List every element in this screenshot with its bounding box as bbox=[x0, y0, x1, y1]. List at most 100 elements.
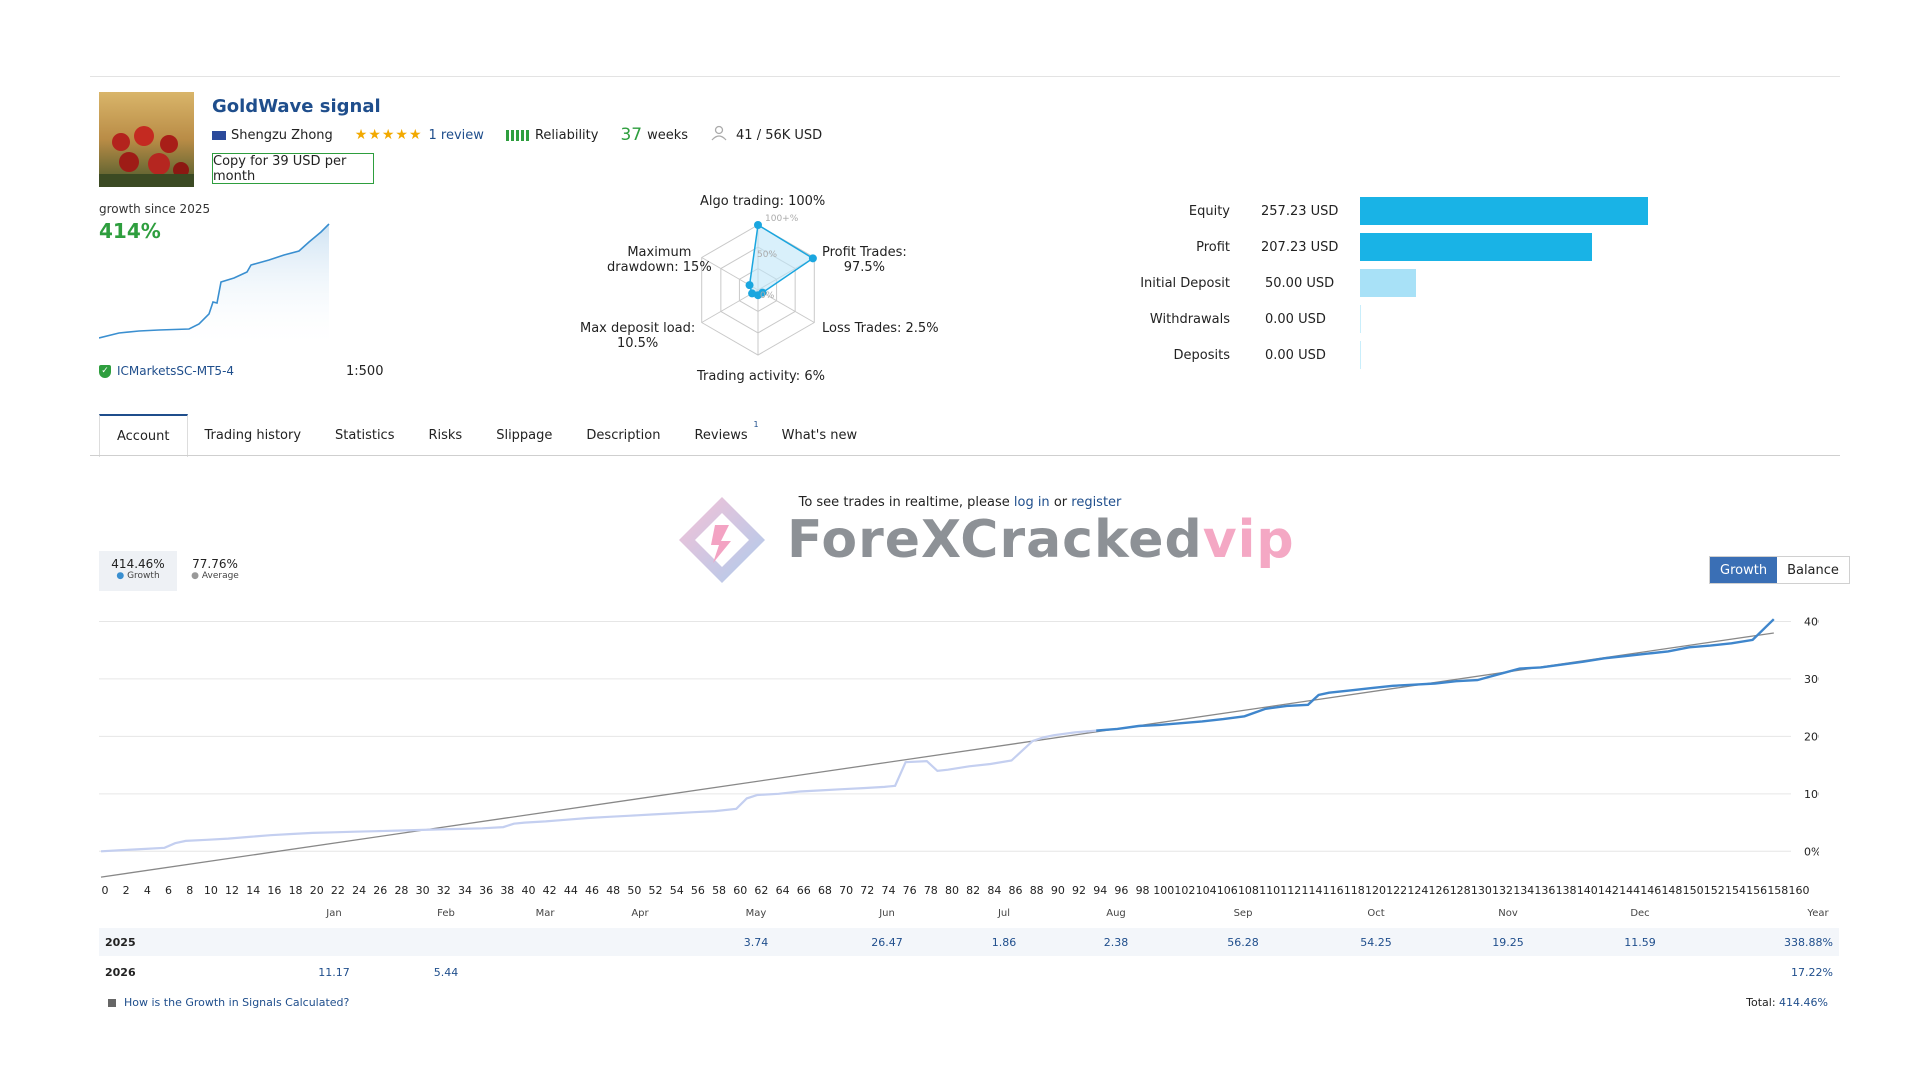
reviews-link[interactable]: 1 review bbox=[428, 127, 484, 143]
tab-slippage[interactable]: Slippage bbox=[496, 427, 553, 443]
x-tick-label: 64 bbox=[775, 884, 790, 897]
month-label: Sep bbox=[1233, 908, 1253, 919]
x-tick-label: 140 bbox=[1576, 884, 1598, 897]
x-tick-label: 68 bbox=[817, 884, 832, 897]
broker-server[interactable]: ✓ ICMarketsSC-MT5-4 bbox=[99, 364, 234, 378]
x-tick-label: 90 bbox=[1050, 884, 1065, 897]
uk-flag-icon bbox=[212, 130, 226, 140]
tab-description[interactable]: Description bbox=[586, 427, 661, 443]
balance-toggle-button[interactable]: Balance bbox=[1787, 562, 1839, 578]
radar-point-drawdown bbox=[745, 281, 754, 290]
x-tick-label: 34 bbox=[457, 884, 472, 897]
author-name[interactable]: Shengzu Zhong bbox=[231, 127, 333, 143]
growth-chart: 400% 300% 200% 100% 0% bbox=[99, 615, 1819, 878]
x-tick-label: 148 bbox=[1661, 884, 1683, 897]
x-tick-label: 40 bbox=[521, 884, 536, 897]
x-tick-label: 132 bbox=[1492, 884, 1514, 897]
x-tick-label: 152 bbox=[1703, 884, 1725, 897]
x-tick-label: 80 bbox=[945, 884, 959, 897]
rating-stars-icon: ★★★★★ bbox=[354, 127, 423, 143]
x-tick-label: 158 bbox=[1767, 884, 1789, 897]
x-tick-label: 100 bbox=[1153, 884, 1175, 897]
x-tick-label: 60 bbox=[733, 884, 748, 897]
x-tick-label: 20 bbox=[309, 884, 324, 897]
stat-bar bbox=[1360, 233, 1593, 261]
tab-risks[interactable]: Risks bbox=[428, 427, 463, 443]
copy-signal-button[interactable]: Copy for 39 USD per month bbox=[212, 153, 374, 184]
x-tick-label: 108 bbox=[1237, 884, 1259, 897]
stat-value: 0.00 USD bbox=[1265, 348, 1326, 363]
tab-reviews[interactable]: Reviews 1 bbox=[677, 414, 764, 456]
total-value: 414.46% bbox=[1779, 996, 1828, 1009]
signal-avatar[interactable] bbox=[99, 92, 194, 187]
reliability-label: Reliability bbox=[534, 127, 599, 143]
growth-calc-link-text[interactable]: How is the Growth in Signals Calculated? bbox=[124, 996, 350, 1009]
x-tick-label: 114 bbox=[1301, 884, 1323, 897]
radar-area bbox=[748, 223, 815, 297]
legend-growth[interactable]: 414.46% ● Growth bbox=[99, 551, 177, 591]
watermark: ForeXCrackedvip bbox=[677, 495, 1295, 585]
y-tick-label: 200% bbox=[1804, 730, 1819, 743]
x-tick-label: 48 bbox=[606, 884, 621, 897]
legend-average[interactable]: 77.76% ● Average bbox=[180, 557, 250, 581]
x-tick-label: 52 bbox=[648, 884, 663, 897]
radar-point-deposit bbox=[748, 289, 757, 298]
x-tick-label: 6 bbox=[165, 884, 173, 897]
month-growth-value: 11.17 bbox=[318, 966, 350, 979]
x-tick-label: 66 bbox=[796, 884, 811, 897]
year-total: 338.88% bbox=[1784, 936, 1833, 949]
stat-value: 0.00 USD bbox=[1265, 312, 1326, 327]
x-tick-label: 26 bbox=[373, 884, 388, 897]
login-link[interactable]: log in bbox=[1013, 495, 1050, 510]
leverage: 1:500 bbox=[346, 364, 384, 379]
x-tick-label: 146 bbox=[1640, 884, 1662, 897]
month-label: Apr bbox=[631, 908, 649, 919]
tab-statistics[interactable]: Statistics bbox=[335, 427, 395, 443]
register-link[interactable]: register bbox=[1071, 495, 1122, 510]
x-tick-label: 8 bbox=[186, 884, 194, 897]
x-tick-label: 150 bbox=[1682, 884, 1704, 897]
x-tick-label: 28 bbox=[394, 884, 409, 897]
month-growth-value: 56.28 bbox=[1227, 936, 1259, 949]
broker-name[interactable]: ICMarketsSC-MT5-4 bbox=[117, 364, 235, 378]
x-tick-label: 98 bbox=[1135, 884, 1150, 897]
signal-title[interactable]: GoldWave signal bbox=[212, 96, 381, 117]
x-tick-label: 142 bbox=[1597, 884, 1619, 897]
total-growth: Total: 414.46% bbox=[1746, 996, 1828, 1009]
x-tick-label: 36 bbox=[479, 884, 494, 897]
stat-bar bbox=[1360, 305, 1361, 333]
month-header: Jan Feb Mar Apr May Jun Jul Aug Sep Oct Nov Dec Year bbox=[99, 908, 1839, 922]
verified-shield-icon: ✓ bbox=[99, 364, 111, 378]
x-tick-label: 134 bbox=[1513, 884, 1535, 897]
month-growth-value: 54.25 bbox=[1360, 936, 1392, 949]
x-tick-label: 160 bbox=[1788, 884, 1810, 897]
month-growth-value: 1.86 bbox=[991, 936, 1017, 949]
growth-toggle-button[interactable]: Growth bbox=[1710, 557, 1778, 583]
x-tick-label: 102 bbox=[1174, 884, 1196, 897]
reviews-count-badge: 1 bbox=[753, 420, 759, 429]
month-growth-value: 3.74 bbox=[743, 936, 769, 949]
x-tick-label: 2 bbox=[122, 884, 130, 897]
stat-value: 50.00 USD bbox=[1265, 276, 1335, 291]
month-label: Nov bbox=[1498, 908, 1518, 919]
tabs-divider bbox=[90, 455, 1840, 456]
x-tick-label: 56 bbox=[690, 884, 705, 897]
year-row-2026: 2026 11.17 5.44 17.22% bbox=[99, 958, 1839, 986]
watermark-main: ForeXCracked bbox=[787, 510, 1203, 570]
x-tick-label: 104 bbox=[1195, 884, 1217, 897]
tab-account[interactable]: Account bbox=[99, 414, 188, 457]
total-label: Total: bbox=[1746, 996, 1780, 1009]
x-tick-label: 4 bbox=[143, 884, 151, 897]
x-tick-label: 96 bbox=[1114, 884, 1129, 897]
month-label: Dec bbox=[1630, 908, 1650, 919]
weeks-count: 37 bbox=[620, 125, 643, 145]
x-tick-label: 18 bbox=[288, 884, 303, 897]
growth-calc-link[interactable]: How is the Growth in Signals Calculated? bbox=[108, 996, 349, 1009]
radar-ring-label: 100+% bbox=[765, 214, 799, 224]
year-label: 2025 bbox=[105, 936, 136, 949]
year-label: 2026 bbox=[105, 966, 136, 979]
stat-value: 207.23 USD bbox=[1261, 240, 1339, 255]
stat-name: Profit bbox=[1196, 240, 1230, 255]
tab-whats-new[interactable]: What's new bbox=[781, 427, 858, 443]
tab-trading-history[interactable]: Trading history bbox=[204, 427, 302, 443]
